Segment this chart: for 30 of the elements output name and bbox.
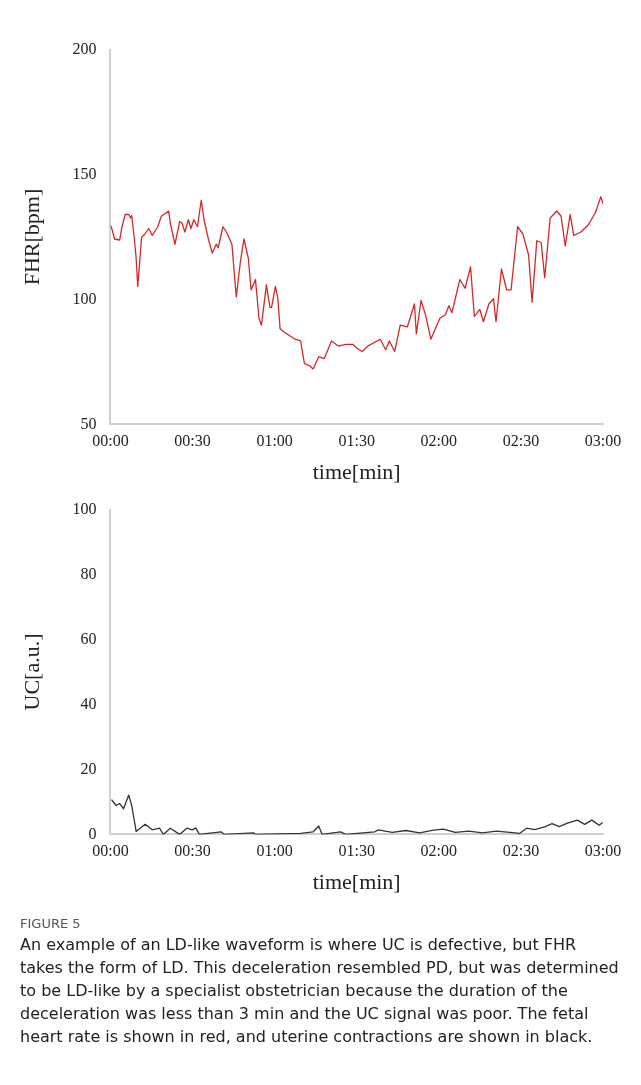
x-tick-label: 03:00 [584, 432, 622, 450]
y-tick-label: 150 [72, 164, 97, 182]
x-axis-title: time[min] [312, 458, 401, 484]
x-tick-label: 00:30 [174, 432, 211, 450]
y-tick-label: 100 [72, 499, 97, 517]
x-tick-label: 02:00 [420, 842, 458, 860]
y-tick-label: 100 [72, 289, 97, 307]
y-tick-label: 60 [80, 629, 97, 647]
x-tick-label: 01:00 [256, 842, 293, 860]
y-tick-label: 200 [72, 39, 97, 57]
y-tick-label: 80 [80, 564, 97, 582]
x-tick-label: 02:00 [420, 432, 458, 450]
y-axis-title: FHR[bpm] [18, 188, 44, 286]
x-tick-label: 01:30 [338, 842, 375, 860]
text: An example of an LD-like waveform is where UC is defective, but FHR takes the form of LD. This deceleration resembled PD, but was determined to be LD-like by a specialist obstetrician because the duration of the deceleration was less than 3 min and the UC signal was poor. The fetal heart rate is shown in red, and uterine contractions are shown in black. [20, 934, 620, 1048]
x-tick-label: 03:00 [584, 842, 622, 860]
caption: FIGURE 5 [20, 916, 82, 931]
x-tick-label: 01:30 [338, 432, 375, 450]
x-tick-label: 01:00 [256, 432, 293, 450]
x-tick-label: 02:30 [502, 432, 540, 450]
x-axis-title: time[min] [312, 868, 401, 894]
x-tick-label: 00:30 [174, 842, 211, 860]
y-axis-title: UC[a.u.] [18, 633, 44, 711]
y-tick-label: 20 [80, 759, 97, 777]
x-tick-label: 02:30 [502, 842, 540, 860]
x-tick-label: 00:00 [92, 432, 129, 450]
y-tick-label: 0 [88, 824, 97, 842]
y-tick-label: 50 [80, 414, 97, 432]
x-tick-label: 00:00 [92, 842, 129, 860]
y-tick-label: 40 [80, 694, 97, 712]
